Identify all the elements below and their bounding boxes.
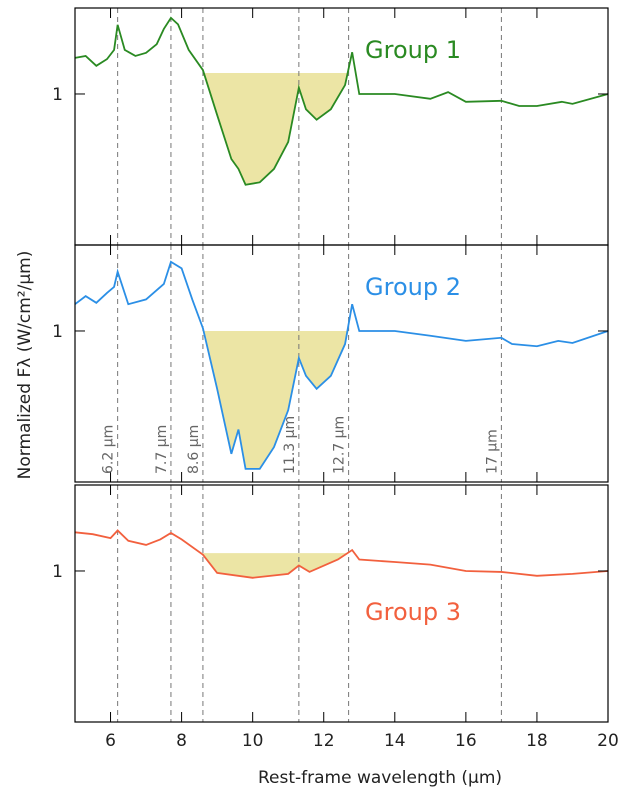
feature-label: 6.2 μm [101,425,117,474]
shaded-region [202,330,349,469]
y-tick-label: 1 [52,85,63,105]
y-axis-label: Normalized Fλ (W/cm²/μm) [15,251,35,480]
feature-label: 7.7 μm [154,425,170,474]
group-label: Group 1 [365,36,461,64]
spectrum-line [74,16,609,186]
y-tick-label: 1 [52,322,63,342]
feature-label: 12.7 μm [332,416,348,474]
x-tick-label: 16 [455,731,477,751]
x-tick-label: 20 [597,731,619,751]
shaded-region [202,553,349,578]
panel-frame [74,7,609,246]
y-tick-label: 1 [52,562,63,582]
panel-frame [74,484,609,723]
group-label: Group 2 [365,273,461,301]
x-tick-label: 18 [526,731,548,751]
spectrum-line [74,260,609,470]
x-axis-label: Rest-frame wavelength (μm) [258,768,502,788]
x-tick-label: 10 [242,731,264,751]
feature-label: 11.3 μm [282,416,298,474]
x-tick-label: 8 [176,731,187,751]
x-tick-label: 6 [105,731,116,751]
feature-label: 17 μm [484,429,500,474]
shaded-region [202,73,349,185]
group-label: Group 3 [365,598,461,626]
spectrum-line [74,529,609,579]
feature-label: 8.6 μm [186,425,202,474]
x-tick-label: 14 [384,731,406,751]
x-tick-label: 12 [313,731,335,751]
panel-frame [74,244,609,483]
